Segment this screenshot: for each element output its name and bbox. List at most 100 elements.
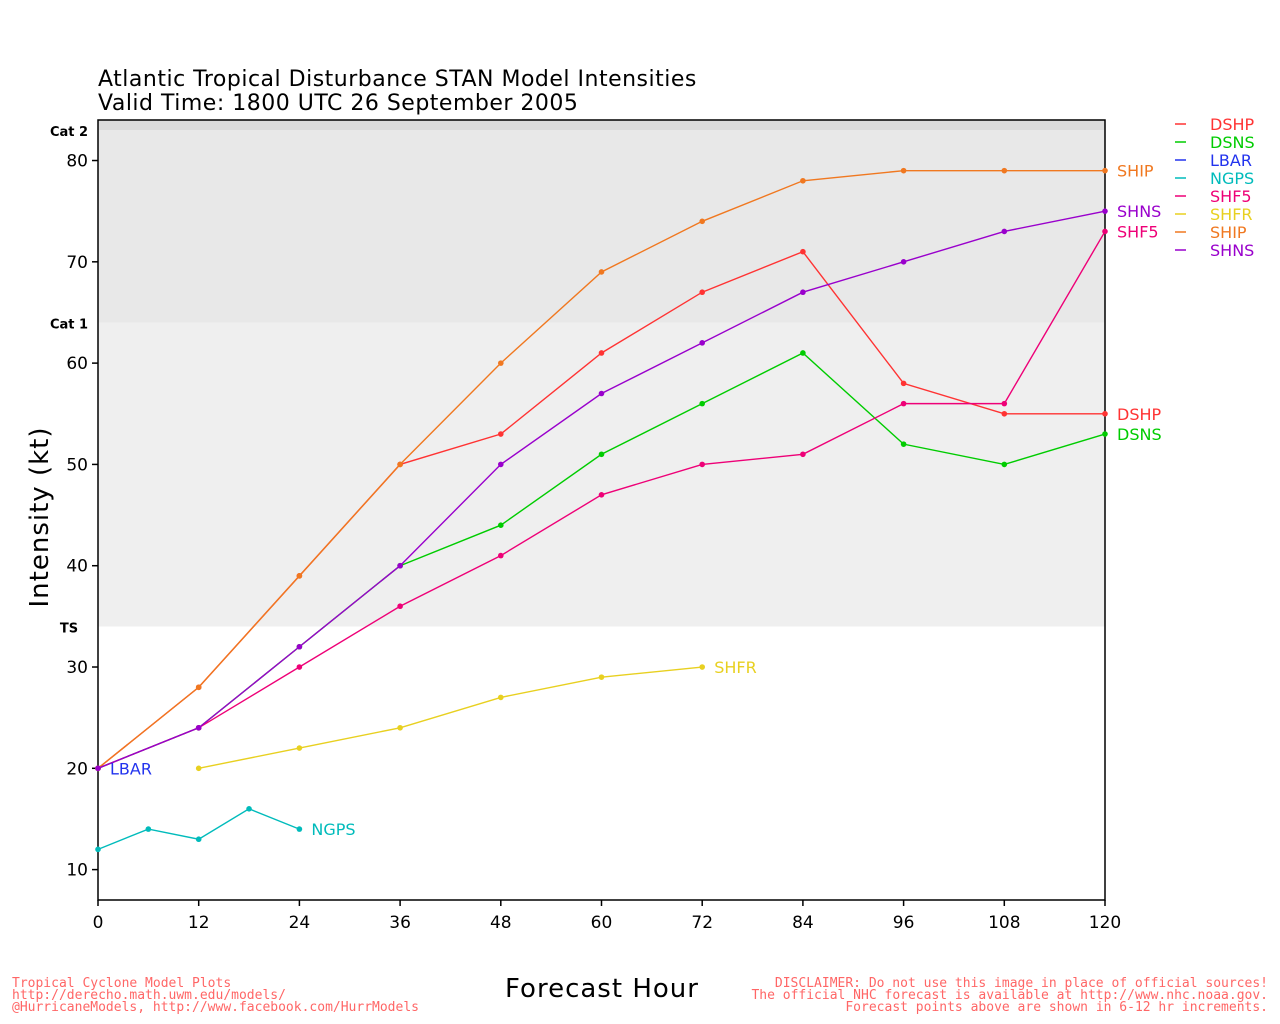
data-point-shfr — [296, 745, 303, 751]
data-point-shfr — [699, 664, 705, 670]
x-tick-label: 108 — [988, 913, 1020, 933]
series-label-dsns: DSNS — [1117, 425, 1162, 444]
data-point-dsns — [598, 451, 605, 458]
data-point-ngps — [145, 826, 152, 832]
data-point-ngps — [246, 806, 252, 812]
data-point-ship — [699, 218, 705, 225]
category-band — [98, 120, 1105, 131]
data-point-ship — [1102, 167, 1108, 174]
data-point-dsns — [800, 350, 806, 356]
data-point-dsns — [498, 522, 504, 528]
data-point-ship — [800, 177, 806, 184]
data-point-shf5 — [699, 461, 705, 468]
series-label-ngps: NGPS — [311, 820, 355, 839]
y-axis-label: Intensity (kt) — [25, 427, 55, 608]
x-tick-label: 12 — [188, 913, 210, 933]
y-tick-label: 60 — [66, 354, 88, 374]
legend-label-dshp: DSHP — [1210, 115, 1255, 134]
x-tick-label: 36 — [389, 913, 411, 933]
legend-label-ship: SHIP — [1210, 223, 1247, 242]
data-point-shf5 — [397, 603, 403, 610]
data-point-shf5 — [498, 552, 504, 559]
series-line-shfr — [198, 666, 703, 769]
data-point-shf5 — [900, 400, 907, 407]
data-point-dsns — [1102, 431, 1108, 437]
data-point-shns — [800, 289, 806, 296]
y-tick-label: 30 — [66, 658, 88, 678]
legend-label-shfr: SHFR — [1210, 205, 1253, 224]
x-tick-label: 96 — [893, 913, 915, 933]
x-tick-label: 48 — [490, 913, 512, 933]
chart-title: Atlantic Tropical Disturbance STAN Model… — [98, 67, 697, 92]
data-point-dshp — [800, 248, 806, 255]
series-label-shfr: SHFR — [714, 658, 757, 677]
data-point-dsns — [699, 400, 705, 407]
category-bands: TS Cat 1 Cat 2 — [50, 120, 1105, 636]
y-tick-label: 10 — [66, 861, 88, 881]
x-tick-label: 24 — [289, 913, 311, 933]
footer-left: Tropical Cyclone Model Plots http://dere… — [12, 976, 419, 1015]
axes: 0 12 24 36 48 60 72 84 96 108 120 10 20 30 40 50 60 70 80 — [66, 119, 1121, 933]
x-tick-label: 60 — [591, 913, 613, 933]
series-lines — [95, 167, 1108, 853]
data-point-dshp — [900, 380, 907, 387]
data-point-shns — [195, 724, 202, 731]
category-label: Cat 1 — [50, 318, 88, 333]
data-point-shns — [598, 390, 605, 397]
footer-left-line: Tropical Cyclone Model Plots — [12, 976, 231, 991]
category-band — [98, 130, 1105, 323]
data-point-shf5 — [296, 664, 303, 670]
data-point-shfr — [397, 724, 403, 731]
legend-label-shns: SHNS — [1210, 241, 1254, 260]
data-point-ship — [598, 269, 605, 275]
data-point-dshp — [1001, 410, 1008, 417]
series-label-lbar: LBAR — [110, 759, 152, 778]
y-tick-label: 70 — [66, 253, 88, 273]
series-label-shf5: SHF5 — [1117, 222, 1159, 241]
footer-right: DISCLAIMER: Do not use this image in pla… — [751, 976, 1268, 1015]
category-label: TS — [60, 621, 78, 636]
footer-left-line: http://derecho.math.uwm.edu/models/ — [12, 988, 286, 1003]
data-point-shns — [296, 643, 303, 650]
data-point-ngps — [195, 836, 202, 843]
data-point-shfr — [195, 765, 202, 772]
data-point-shfr — [598, 674, 605, 680]
footer-right-line: The official NHC forecast is available a… — [751, 988, 1268, 1003]
y-tick-label: 40 — [66, 557, 88, 577]
data-point-shns — [900, 259, 907, 265]
data-point-ngps — [296, 826, 303, 832]
data-point-dshp — [498, 431, 504, 437]
data-point-shf5 — [800, 451, 806, 458]
data-point-ngps — [95, 846, 101, 853]
data-point-ship — [296, 573, 303, 579]
footer-right-line: DISCLAIMER: Do not use this image in pla… — [775, 976, 1268, 991]
data-point-ship — [397, 461, 403, 468]
data-point-shf5 — [1102, 228, 1108, 235]
y-tick-label: 50 — [66, 455, 88, 475]
data-point-dshp — [699, 289, 705, 296]
data-point-dshp — [1102, 410, 1108, 417]
data-point-shns — [95, 765, 101, 772]
data-point-dshp — [598, 350, 605, 356]
data-point-dsns — [1001, 461, 1008, 468]
data-point-shns — [498, 461, 504, 468]
series-label-ship: SHIP — [1117, 162, 1154, 181]
data-point-dsns — [900, 441, 907, 447]
chart-subtitle: Valid Time: 1800 UTC 26 September 2005 — [98, 91, 578, 116]
data-point-shns — [699, 340, 705, 346]
data-point-ship — [498, 360, 504, 366]
legend-label-dsns: DSNS — [1210, 133, 1255, 152]
category-label: Cat 2 — [50, 125, 88, 140]
x-tick-label: 0 — [93, 913, 104, 933]
x-tick-label: 72 — [691, 913, 713, 933]
series-line-ngps — [97, 808, 300, 851]
legend-label-ngps: NGPS — [1210, 169, 1254, 188]
data-point-shns — [1102, 208, 1108, 214]
data-point-shf5 — [1001, 400, 1008, 407]
footer-left-line: @HurricaneModels, http://www.facebook.co… — [12, 1000, 419, 1015]
footer-right-line: Forecast points above are shown in 6-12 … — [845, 1000, 1268, 1015]
x-tick-label: 84 — [792, 913, 814, 933]
